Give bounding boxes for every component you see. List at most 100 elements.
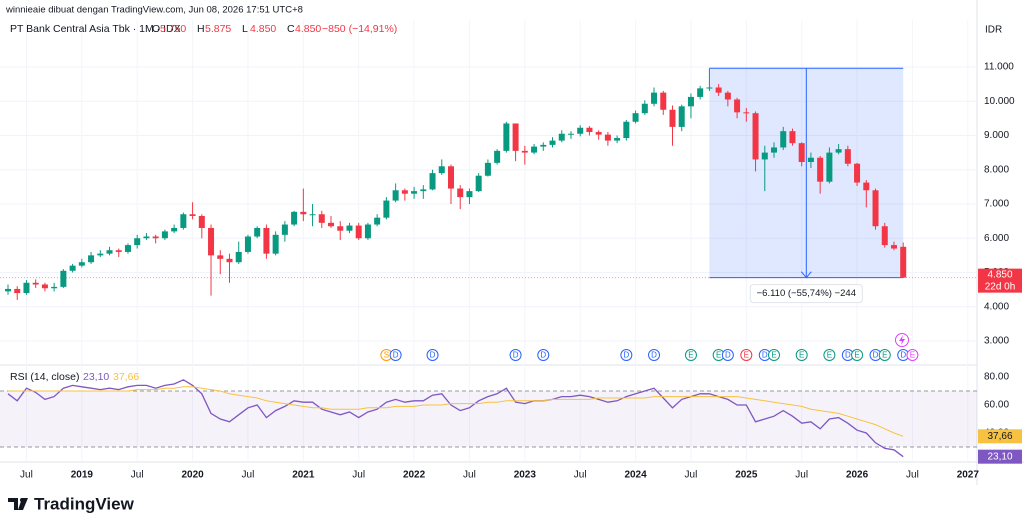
- candle-body: [254, 227, 261, 237]
- measure-label-box: [749, 284, 863, 304]
- candle-body: [143, 236, 150, 239]
- candle-body: [595, 132, 602, 135]
- candle-body: [789, 131, 796, 144]
- candle-body: [69, 265, 76, 271]
- candle-body: [734, 99, 741, 113]
- axis-tag-label: 23,10: [987, 451, 1012, 462]
- candle-body: [208, 227, 215, 256]
- logo: [8, 498, 28, 510]
- candle-body: [291, 211, 298, 225]
- event-label: D: [430, 351, 436, 360]
- event-label: E: [882, 351, 887, 360]
- y-tick-label: 4.000: [984, 301, 1009, 312]
- candle-body: [88, 255, 95, 263]
- candle-body: [854, 163, 861, 183]
- event-marker[interactable]: [795, 349, 808, 361]
- y-tick-label: 10.000: [984, 96, 1015, 107]
- ohlc-value: 5.875: [205, 23, 231, 35]
- event-marker[interactable]: [509, 349, 522, 361]
- candle-body: [466, 191, 473, 198]
- x-tick-label: 2019: [71, 470, 94, 481]
- event-marker[interactable]: [620, 349, 633, 361]
- candle-body: [171, 227, 178, 232]
- candle-body: [817, 157, 824, 182]
- candle-body: [844, 149, 851, 164]
- candle-body: [309, 214, 316, 216]
- candle-body: [512, 123, 519, 151]
- candle-body: [328, 222, 335, 227]
- candle-body: [60, 270, 67, 287]
- last-price-label: 4.850: [987, 269, 1012, 280]
- change: −850 (−14,91%): [322, 23, 397, 35]
- event-marker[interactable]: [684, 349, 697, 361]
- candle-body: [687, 96, 694, 107]
- event-label: D: [762, 351, 768, 360]
- candle-body: [697, 88, 704, 97]
- x-tick-label: Jul: [352, 470, 365, 481]
- event-marker[interactable]: [851, 349, 864, 361]
- attribution: winnieaie dibuat dengan TradingView.com,…: [5, 5, 303, 16]
- candle-body: [383, 200, 390, 218]
- ohlc-value: 4.850: [250, 23, 276, 35]
- event-label: D: [873, 351, 879, 360]
- event-label: E: [827, 351, 832, 360]
- candle-body: [632, 113, 639, 122]
- candle-body: [604, 134, 611, 141]
- event-marker[interactable]: [426, 349, 439, 361]
- x-tick-label: 2021: [292, 470, 315, 481]
- candle-body: [549, 140, 556, 145]
- candle-body: [457, 188, 464, 198]
- candle-body: [272, 234, 279, 254]
- axis-tag: [978, 449, 1022, 464]
- candle-body: [51, 286, 58, 289]
- candle-body: [521, 150, 528, 153]
- event-marker[interactable]: [768, 349, 781, 361]
- candle-body: [14, 288, 21, 294]
- rsi-band: [0, 391, 977, 448]
- candle-body: [623, 121, 630, 139]
- axis-tag: [978, 429, 1022, 444]
- event-label: D: [623, 351, 629, 360]
- candle-body: [97, 253, 104, 256]
- candle-body: [152, 236, 159, 239]
- candle-body: [743, 112, 750, 114]
- event-marker[interactable]: [721, 349, 734, 361]
- candle-body: [752, 113, 759, 160]
- x-tick-label: 2022: [403, 470, 426, 481]
- candle-body: [124, 245, 131, 252]
- candle-body: [447, 166, 454, 189]
- event-marker[interactable]: [823, 349, 836, 361]
- candle-body: [890, 245, 897, 249]
- event-marker[interactable]: [537, 349, 550, 361]
- candle-body: [198, 215, 205, 228]
- candle-body: [780, 131, 787, 148]
- event-marker[interactable]: [878, 349, 891, 361]
- last-price-tag: [978, 268, 1022, 293]
- y-tick-label: 60.00: [984, 400, 1009, 411]
- candle-body: [881, 226, 888, 246]
- logo-dot: [20, 498, 24, 502]
- x-tick-label: 2024: [624, 470, 647, 481]
- measure-label: −6.110 (−55,74%) −244: [757, 288, 856, 299]
- event-marker[interactable]: [740, 349, 753, 361]
- y-tick-label: 80.00: [984, 372, 1009, 383]
- x-tick-label: Jul: [242, 470, 255, 481]
- legend-value: 23,10: [83, 371, 109, 383]
- y-tick-label: 9.000: [984, 130, 1009, 141]
- event-marker[interactable]: [389, 349, 402, 361]
- candle-body: [41, 284, 48, 289]
- candle-body: [678, 106, 685, 127]
- candle-body: [900, 246, 907, 278]
- candle-body: [189, 214, 196, 216]
- candle-body: [337, 226, 344, 231]
- candle-body: [5, 288, 11, 292]
- logo-mark: [8, 498, 28, 510]
- candle-body: [134, 238, 141, 246]
- candle-body: [281, 224, 288, 235]
- x-tick-label: Jul: [795, 470, 808, 481]
- candle-body: [724, 92, 731, 100]
- event-marker[interactable]: [648, 349, 661, 361]
- event-marker[interactable]: [906, 349, 919, 361]
- rsi-line: [8, 386, 904, 437]
